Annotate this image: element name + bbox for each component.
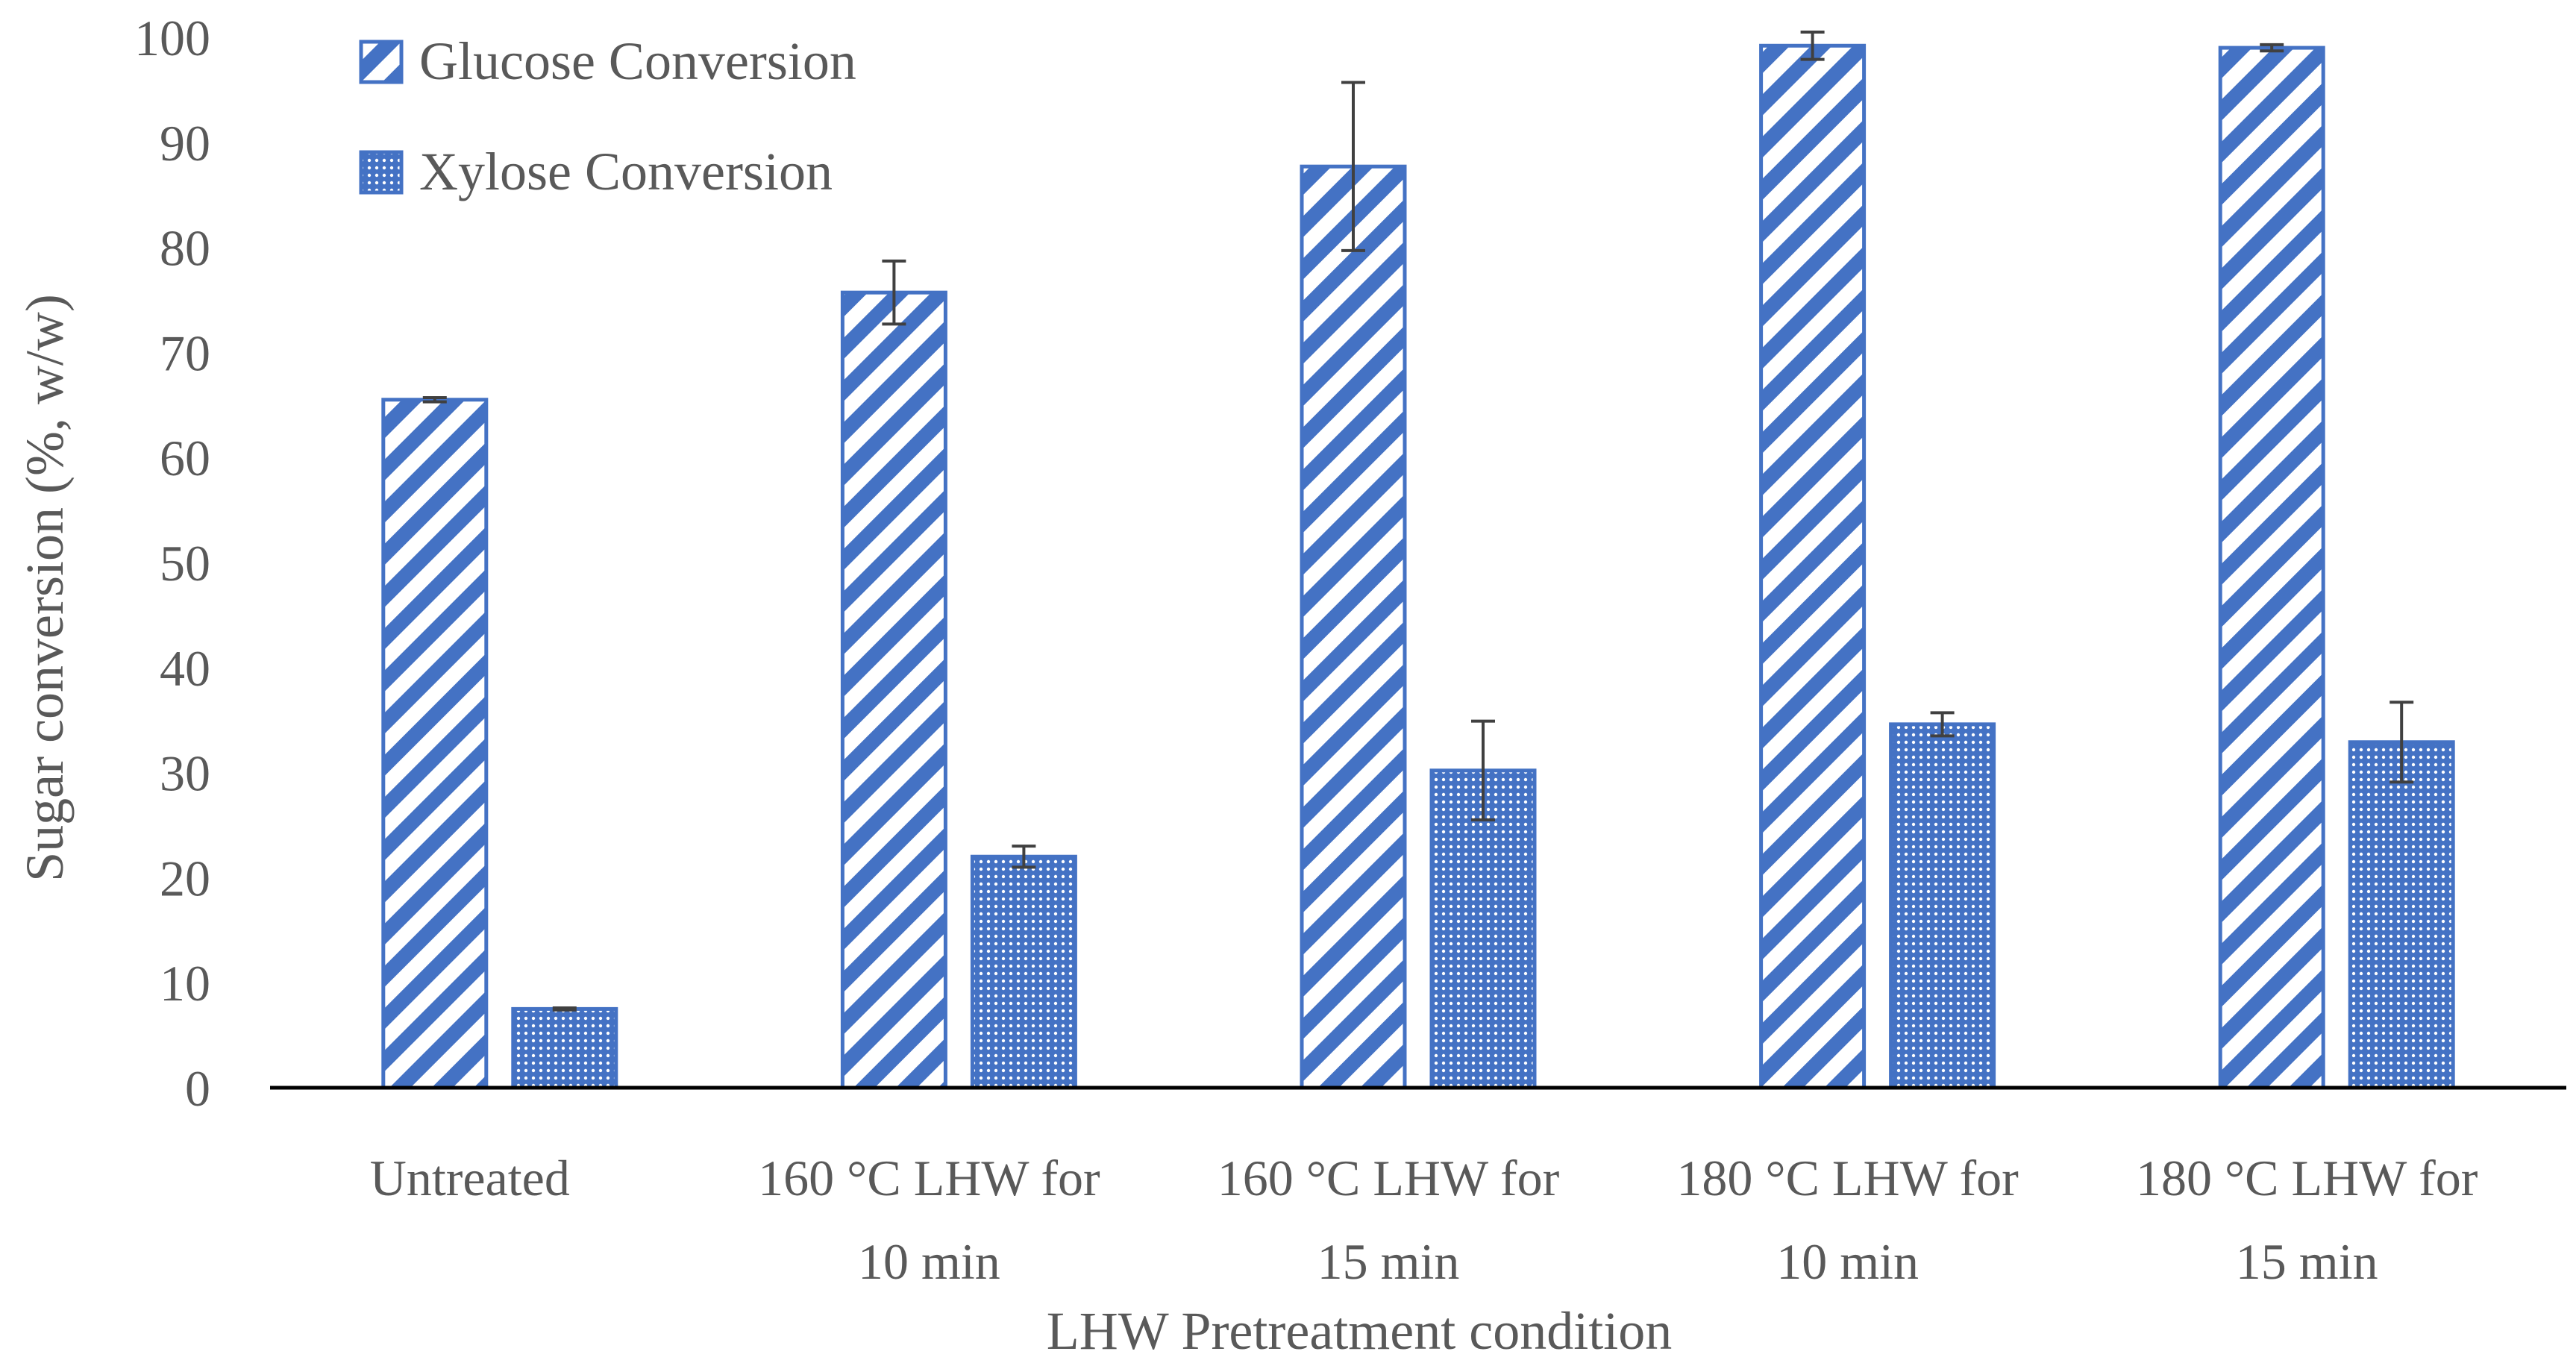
category-labels: Untreated 160 °C LHW for 10 min 160 °C LHW … [370, 1150, 2478, 1290]
xylose-bar [970, 854, 1077, 1090]
y-tick-label: 10 [160, 955, 210, 1012]
xylose-bar [511, 1006, 618, 1090]
y-axis: 0 10 20 30 40 50 60 70 80 90 100 [134, 10, 210, 1117]
x-category-label: 10 min [1776, 1233, 1919, 1290]
y-tick-label: 90 [160, 115, 210, 172]
glucose-bar [1759, 43, 1867, 1090]
error-bars [422, 30, 2414, 1012]
y-tick-label: 70 [160, 325, 210, 381]
legend-swatch [359, 40, 404, 84]
xylose-bar [1889, 722, 1996, 1090]
y-tick-label: 80 [160, 220, 210, 277]
glucose-bar [2218, 46, 2325, 1090]
y-tick-label: 40 [160, 640, 210, 697]
xylose-bar [1429, 768, 1537, 1090]
y-tick-label: 0 [185, 1060, 210, 1117]
x-category-label: 15 min [1317, 1233, 1460, 1290]
x-category-label: 160 °C LHW for [1218, 1150, 1560, 1206]
y-tick-label: 30 [160, 745, 210, 802]
x-category-label: 10 min [858, 1233, 1000, 1290]
legend: Glucose Conversion Xylose Conversion [359, 31, 856, 201]
y-tick-label: 50 [160, 535, 210, 592]
glucose-bar [381, 398, 489, 1090]
x-category-label: 180 °C LHW for [1676, 1150, 2019, 1206]
legend-label: Glucose Conversion [419, 31, 856, 91]
y-tick-label: 100 [134, 10, 210, 66]
x-category-label: 180 °C LHW for [2136, 1150, 2478, 1206]
x-category-label: Untreated [370, 1150, 570, 1206]
y-tick-label: 60 [160, 430, 210, 486]
x-category-label: 15 min [2236, 1233, 2378, 1290]
legend-swatch [359, 150, 404, 195]
bars [381, 43, 2455, 1090]
x-category-label: 160 °C LHW for [758, 1150, 1100, 1206]
legend-label: Xylose Conversion [419, 142, 833, 201]
glucose-bar [1300, 164, 1407, 1090]
glucose-bar [840, 290, 947, 1090]
xylose-bar [2348, 740, 2455, 1090]
y-axis-title: Sugar conversion (%, w/w) [15, 294, 75, 882]
y-tick-label: 20 [160, 850, 210, 906]
x-axis-title: LHW Pretreatment condition [1047, 1301, 1672, 1361]
